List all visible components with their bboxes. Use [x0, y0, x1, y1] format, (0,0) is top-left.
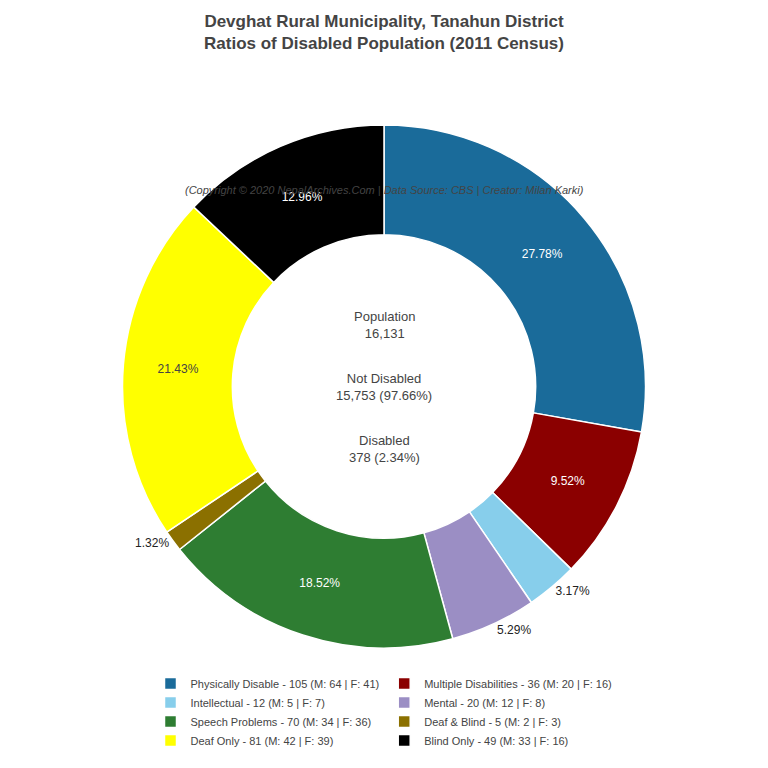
svg-text:Population16,131: Population16,131 — [354, 309, 415, 341]
svg-text:3.17%: 3.17% — [556, 584, 590, 598]
svg-text:27.78%: 27.78% — [522, 247, 563, 261]
svg-text:9.52%: 9.52% — [551, 474, 585, 488]
svg-text:21.43%: 21.43% — [158, 362, 199, 376]
svg-text:Blind Only - 49 (M: 33 | F: 16: Blind Only - 49 (M: 33 | F: 16) — [424, 735, 568, 747]
svg-text:Mental - 20 (M: 12 | F: 8): Mental - 20 (M: 12 | F: 8) — [424, 697, 545, 709]
svg-text:Intellectual - 12 (M: 5 | F: 7: Intellectual - 12 (M: 5 | F: 7) — [191, 697, 325, 709]
svg-text:12.96%: 12.96% — [282, 190, 323, 204]
svg-text:18.52%: 18.52% — [299, 576, 340, 590]
svg-text:Deaf & Blind - 5 (M: 2 | F: 3): Deaf & Blind - 5 (M: 2 | F: 3) — [424, 716, 561, 728]
svg-text:(Copyright © 2020 NepalArchive: (Copyright © 2020 NepalArchives.Com | Da… — [185, 184, 584, 196]
svg-text:Not Disabled15,753 (97.66%): Not Disabled15,753 (97.66%) — [336, 371, 432, 403]
svg-text:Disabled378 (2.34%): Disabled378 (2.34%) — [349, 433, 420, 465]
svg-text:Deaf Only - 81 (M: 42 | F: 39): Deaf Only - 81 (M: 42 | F: 39) — [191, 735, 334, 747]
svg-text:Physically Disable - 105 (M: 6: Physically Disable - 105 (M: 64 | F: 41) — [191, 678, 380, 690]
svg-text:5.29%: 5.29% — [497, 623, 531, 637]
svg-text:Speech Problems - 70 (M: 34 |: Speech Problems - 70 (M: 34 | F: 36) — [191, 716, 372, 728]
svg-text:1.32%: 1.32% — [135, 536, 169, 550]
svg-text:Multiple Disabilities - 36 (M:: Multiple Disabilities - 36 (M: 20 | F: 1… — [424, 678, 611, 690]
svg-text:Devghat Rural Municipality, Ta: Devghat Rural Municipality, Tanahun Dist… — [204, 12, 564, 53]
